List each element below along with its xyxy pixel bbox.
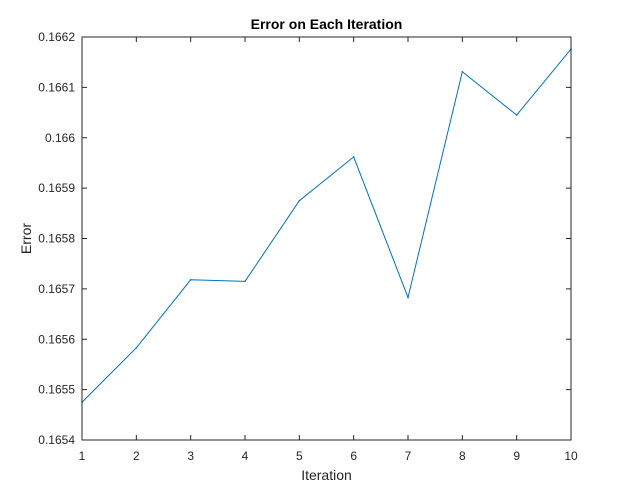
- x-tick-label: 7: [405, 449, 412, 463]
- y-tick-label: 0.1658: [38, 232, 75, 246]
- data-point: [461, 70, 464, 73]
- y-axis-label: Error: [18, 223, 34, 254]
- data-point: [135, 347, 138, 349]
- chart-title: Error on Each Iteration: [251, 16, 403, 32]
- y-tick-label: 0.1654: [38, 433, 75, 447]
- data-point: [244, 280, 246, 283]
- y-tick-label: 0.1661: [38, 80, 75, 94]
- data-point: [298, 199, 301, 202]
- y-tick-label: 0.1656: [38, 332, 75, 346]
- y-tick-label: 0.1657: [38, 282, 75, 296]
- tick-labels: 1 2 3 4 5 6 7 8 9 10 0.1654 0.1655 0.1656 0.1657 0.165…: [38, 30, 578, 463]
- data-point: [189, 279, 192, 281]
- y-tick-label: 0.1659: [38, 181, 75, 195]
- axes-box: [81, 36, 572, 441]
- x-tick-label: 10: [564, 449, 578, 463]
- plot-area: [82, 37, 571, 440]
- data-point: [407, 296, 409, 299]
- x-tick-label: 2: [133, 449, 140, 463]
- x-tick-label: 9: [513, 449, 520, 463]
- series-line: [81, 48, 572, 403]
- y-tick-label: 0.1655: [38, 383, 75, 397]
- x-tick-label: 4: [242, 449, 249, 463]
- x-tick-label: 5: [296, 449, 303, 463]
- y-tick-label: 0.166: [45, 131, 75, 145]
- series-layer: [81, 48, 572, 404]
- x-tick-label: 3: [187, 449, 194, 463]
- x-axis-label: Iteration: [301, 467, 352, 483]
- y-tick-label: 0.1662: [38, 30, 75, 44]
- x-tick-label: 1: [79, 449, 86, 463]
- x-tick-label: 6: [350, 449, 357, 463]
- x-tick-label: 8: [459, 449, 466, 463]
- data-point: [352, 156, 355, 158]
- data-point: [515, 114, 518, 116]
